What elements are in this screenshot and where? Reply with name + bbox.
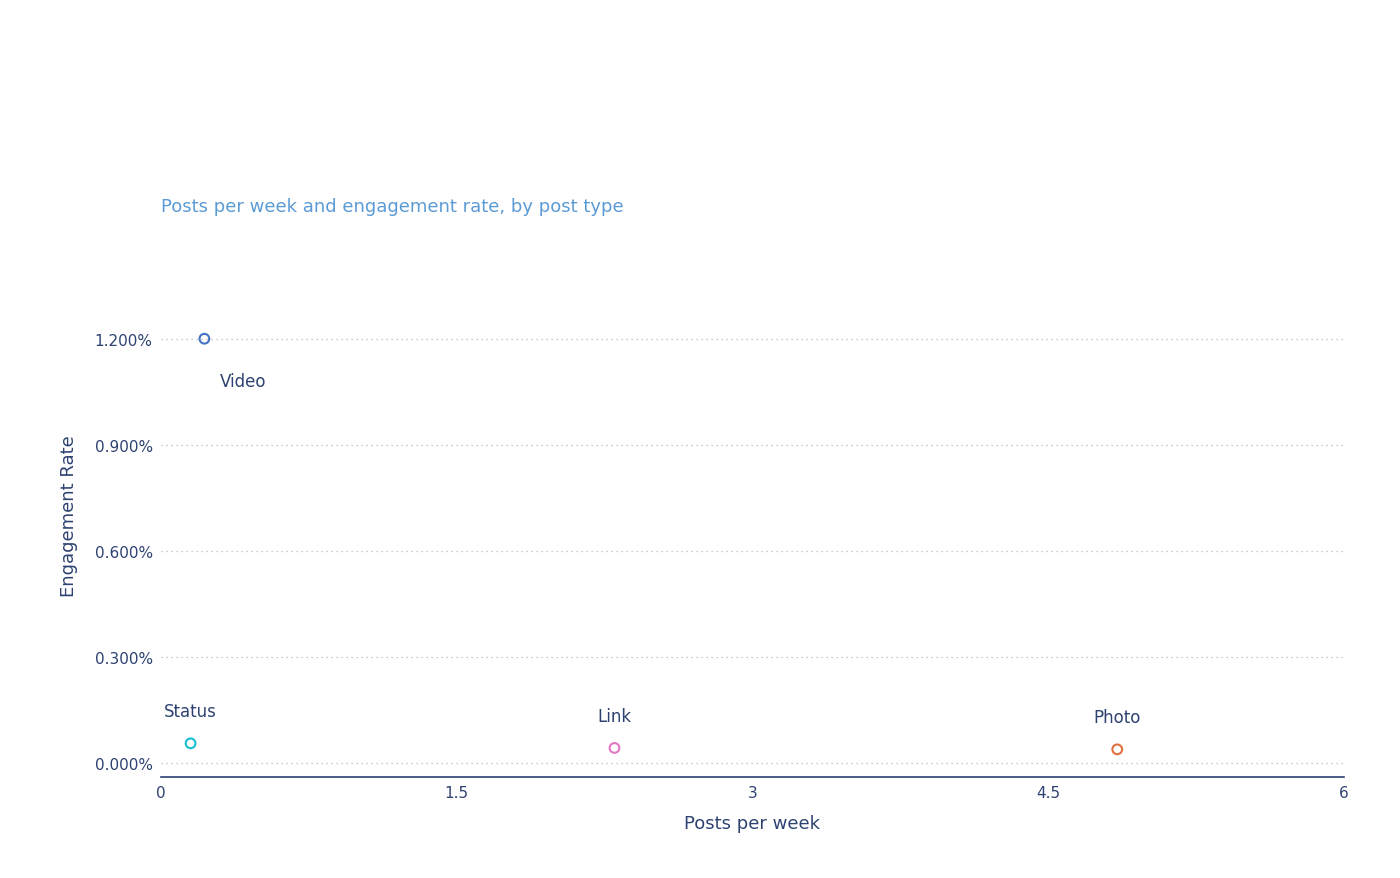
Text: Video: Video — [220, 373, 266, 391]
Text: HOME DECOR:: HOME DECOR: — [91, 29, 393, 71]
Point — [193, 332, 216, 346]
Point — [1106, 743, 1128, 757]
Text: TWITTER ENGAGEMENT: TWITTER ENGAGEMENT — [91, 101, 584, 143]
Text: Link: Link — [598, 707, 631, 725]
Point — [179, 737, 202, 751]
Y-axis label: Engagement Rate: Engagement Rate — [60, 435, 78, 597]
Text: Photo: Photo — [1093, 709, 1141, 727]
Point — [603, 741, 626, 755]
Text: Status: Status — [164, 702, 217, 721]
Text: Posts per week and engagement rate, by post type: Posts per week and engagement rate, by p… — [161, 198, 623, 215]
Text: 🐦: 🐦 — [1333, 54, 1369, 113]
X-axis label: Posts per week: Posts per week — [685, 814, 820, 832]
